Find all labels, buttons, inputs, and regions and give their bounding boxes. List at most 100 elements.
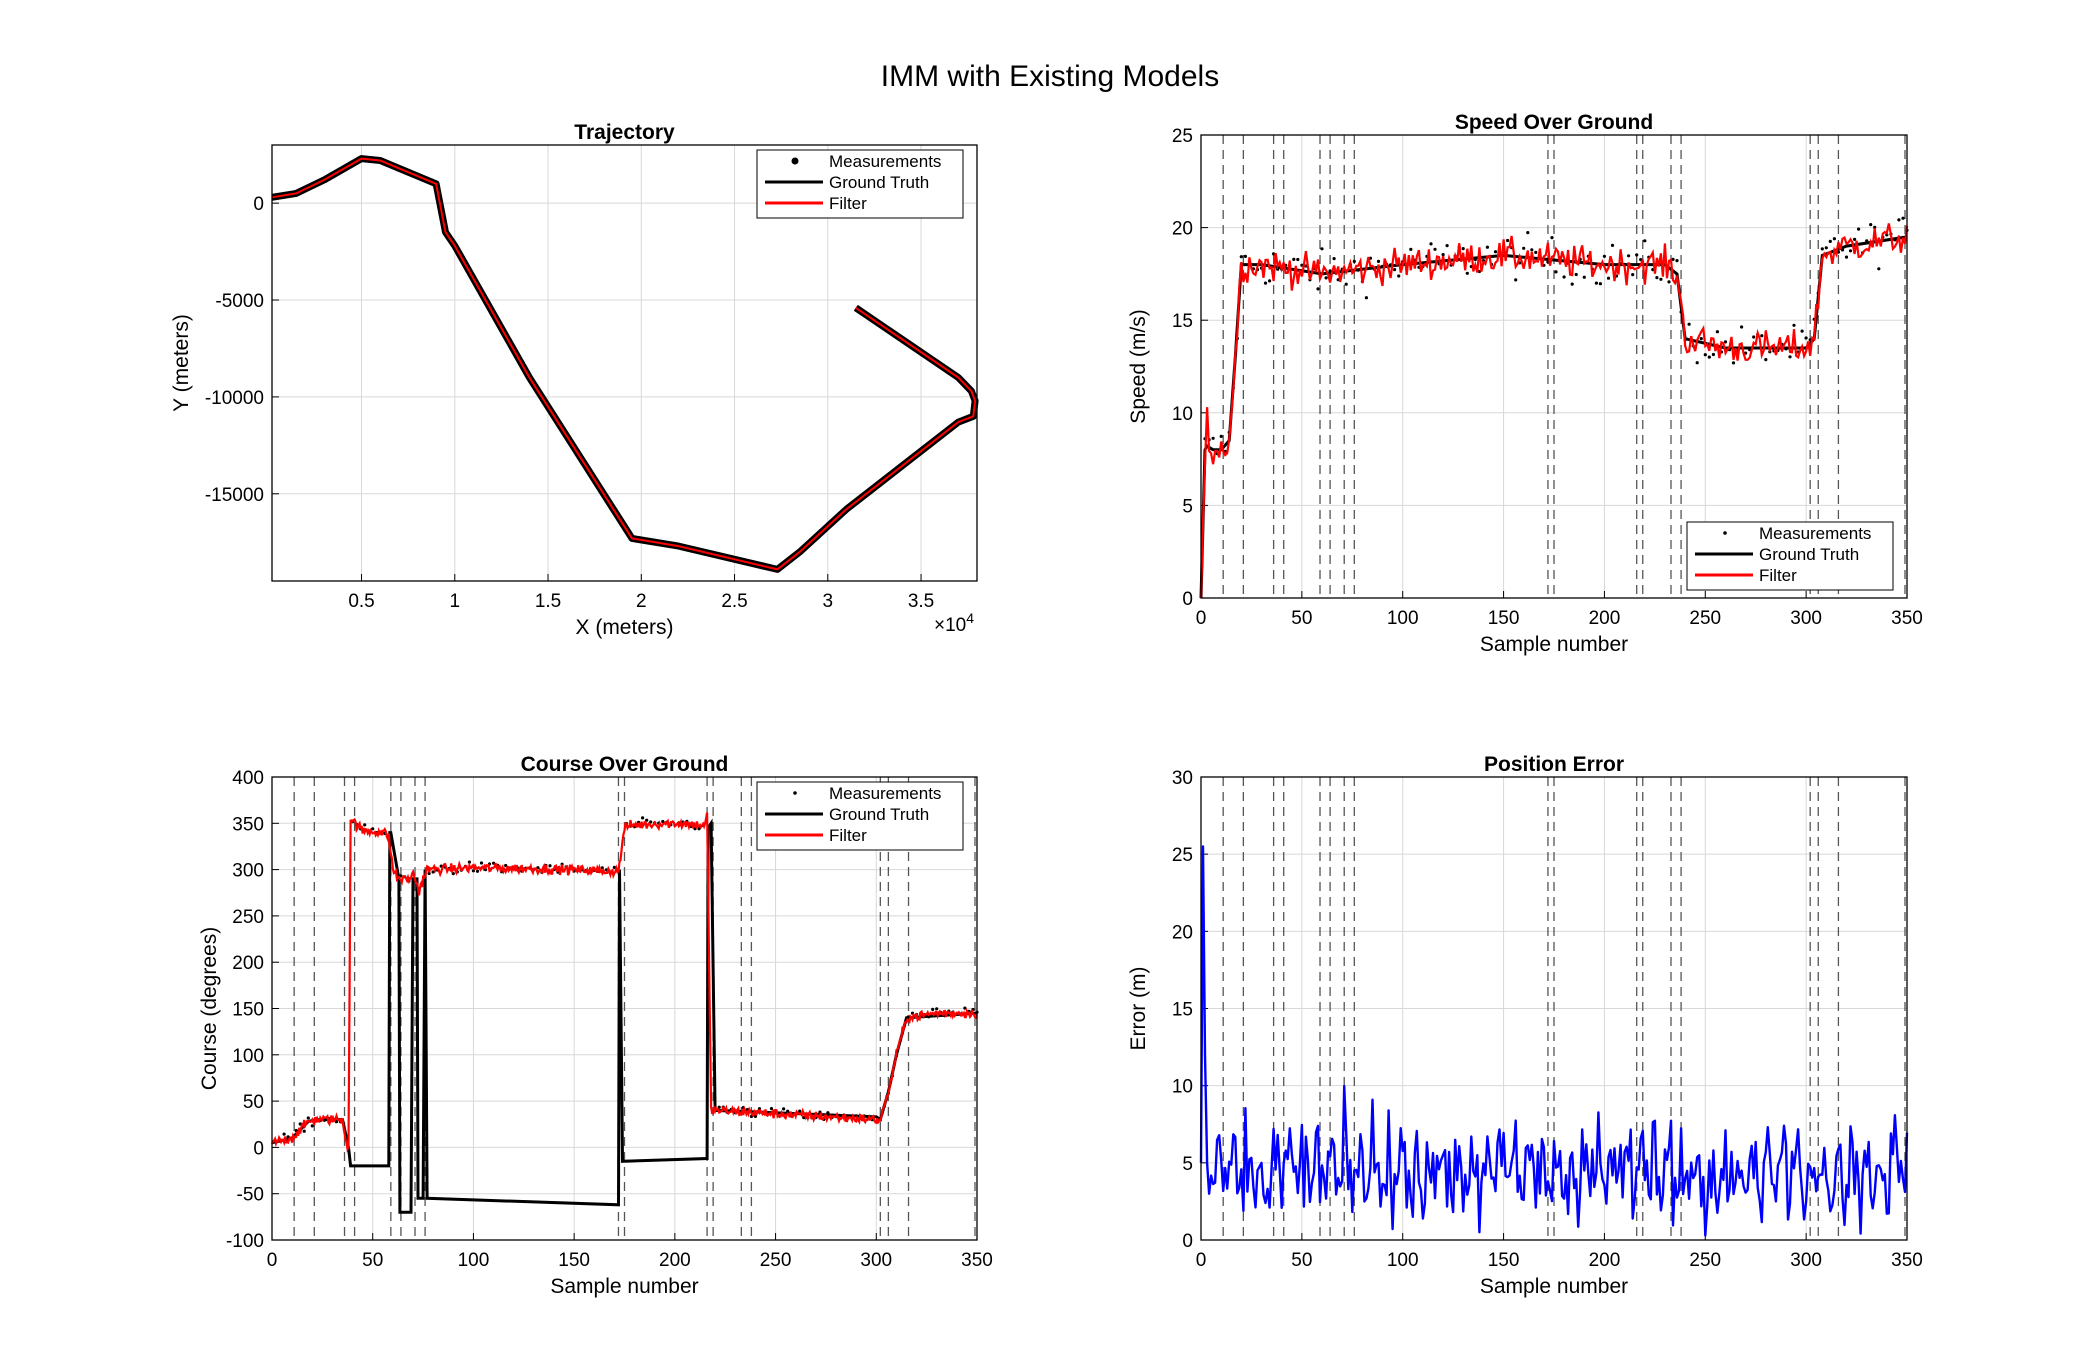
- measurement-point: [1397, 274, 1401, 278]
- y-tick-label: 0: [253, 194, 264, 215]
- measurement-point: [1526, 231, 1530, 235]
- y-tick-label: 25: [1172, 845, 1193, 866]
- x-tick-label: 200: [1589, 1250, 1621, 1271]
- x-tick-label: 300: [1790, 1250, 1822, 1271]
- x-tick-label: 1: [449, 591, 460, 612]
- measurement-point: [649, 820, 653, 824]
- y-tick-label: 300: [232, 861, 264, 882]
- measurement-point: [1610, 243, 1615, 247]
- measurement-point: [467, 860, 471, 864]
- x-tick-label: 150: [558, 1250, 590, 1271]
- measurement-point: [1703, 353, 1707, 357]
- y-tick-label: 350: [232, 814, 264, 835]
- legend: Measurements Ground Truth Filter: [756, 149, 964, 219]
- x-axis-label: Sample number: [1480, 1275, 1628, 1298]
- y-tick-label: -10000: [205, 388, 264, 409]
- measurement-point: [1857, 227, 1861, 231]
- measurement-point: [1485, 245, 1489, 249]
- y-tick-label: 150: [232, 1000, 264, 1021]
- x-tick-label: 50: [1291, 1250, 1312, 1271]
- measurement-point: [1332, 257, 1336, 261]
- measurement-point: [1441, 253, 1445, 257]
- x-axis-label: X (meters): [575, 616, 673, 639]
- measurement-point: [1219, 434, 1223, 438]
- measurement-point: [1764, 358, 1768, 362]
- y-tick-label: 0: [1182, 589, 1193, 610]
- x-tick-label: 350: [961, 1250, 993, 1271]
- measurement-point: [1800, 329, 1804, 333]
- measurement-point: [363, 823, 367, 827]
- measurement-point: [782, 1107, 786, 1111]
- legend-box: [756, 781, 964, 851]
- y-axis-label: Speed (m/s): [1127, 309, 1150, 423]
- measurement-point: [931, 1007, 935, 1012]
- y-tick-label: 50: [243, 1092, 264, 1113]
- x-tick-label: 0: [267, 1250, 278, 1271]
- x-tick-label: 2: [636, 591, 647, 612]
- legend-entry: Measurements: [829, 152, 941, 171]
- measurement-point: [1844, 255, 1849, 259]
- measurement-point: [1643, 239, 1647, 243]
- measurement-point: [1550, 236, 1554, 240]
- measurement-point: [1752, 335, 1756, 339]
- x-tick-label: 1.5: [535, 591, 561, 612]
- measurement-point: [1292, 257, 1296, 261]
- x-tick-label: 0: [1196, 608, 1207, 629]
- measurement-point: [1828, 239, 1832, 243]
- x-tick-label: 50: [1291, 608, 1312, 629]
- x-tick-label: 50: [362, 1250, 383, 1271]
- measurement-point: [1901, 216, 1905, 220]
- measurement-point: [1606, 276, 1611, 280]
- x-axis-label: Sample number: [1480, 633, 1628, 656]
- measurement-point: [1320, 247, 1324, 251]
- legend-box: [756, 149, 964, 219]
- y-tick-label: -100: [226, 1231, 264, 1252]
- measurement-point: [1409, 247, 1413, 251]
- measurement-point: [1655, 276, 1659, 280]
- measurement-point: [1445, 244, 1449, 248]
- measurement-point: [1574, 272, 1578, 277]
- x-tick-label: 150: [1488, 608, 1520, 629]
- position-error-panel: 0 50 100 150 200 250 300 350 0 5 10 15 20 25 30 Positio…: [1127, 753, 1923, 1298]
- measurement-point: [1695, 361, 1699, 365]
- y-tick-label: 20: [1172, 922, 1193, 943]
- measurement-point: [1667, 280, 1671, 284]
- course-panel: 0 50 100 150 200 250 300 350 -100 -50 0 50 100 150 200…: [198, 753, 993, 1298]
- measurement-point: [1562, 275, 1566, 279]
- y-tick-label: 25: [1172, 126, 1193, 147]
- measurement-point: [1877, 267, 1881, 271]
- measurement-point: [1792, 323, 1796, 327]
- measurement-point: [717, 1105, 721, 1109]
- x-tick-label: 300: [860, 1250, 892, 1271]
- measurement-point: [1316, 287, 1320, 291]
- figure-title: IMM with Existing Models: [881, 60, 1219, 93]
- measurement-point: [310, 1124, 314, 1128]
- x-tick-label: 250: [1689, 608, 1721, 629]
- measurement-point: [1687, 322, 1691, 326]
- legend: Measurements Ground Truth Filter: [756, 781, 964, 851]
- x-axis-label: Sample number: [550, 1275, 698, 1298]
- measurement-point: [769, 1107, 774, 1111]
- measurement-point: [548, 864, 552, 868]
- axes-frame: [1200, 134, 1908, 599]
- measurement-point: [1364, 296, 1368, 300]
- measurement-point: [1853, 237, 1857, 241]
- y-axis-label: Y (meters): [170, 314, 193, 412]
- measurement-point: [641, 816, 645, 820]
- legend-measurement-marker: [1723, 531, 1727, 535]
- filter-line: [1199, 223, 1909, 599]
- measurement-point: [1760, 334, 1764, 338]
- x-tick-label: 2.5: [721, 591, 747, 612]
- measurement-point: [1268, 279, 1272, 283]
- measurement-point: [431, 870, 435, 874]
- x-tick-label: 200: [659, 1250, 691, 1271]
- y-tick-label: 10: [1172, 404, 1193, 425]
- legend-entry: Measurements: [1759, 524, 1871, 543]
- measurement-point: [1582, 275, 1586, 279]
- measurement-point: [1393, 268, 1397, 272]
- measurement-point: [1715, 330, 1719, 334]
- measurement-point: [1804, 336, 1808, 340]
- measurement-point: [1788, 355, 1792, 359]
- y-tick-label: 250: [232, 907, 264, 928]
- y-tick-label: -15000: [205, 485, 264, 506]
